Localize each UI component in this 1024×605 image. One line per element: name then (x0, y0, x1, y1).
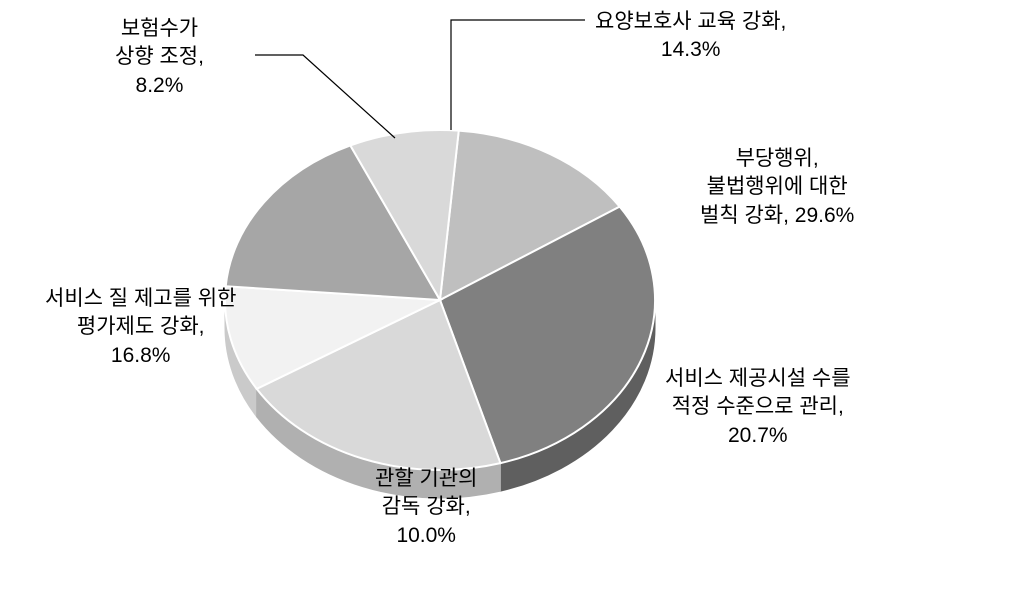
pie-slice-label: 서비스 질 제고를 위한 평가제도 강화, 16.8% (45, 285, 236, 370)
pie-slice-label: 관할 기관의 감독 강화, 10.0% (375, 465, 477, 550)
pie-slice-label: 서비스 제공시설 수를 적정 수준으로 관리, 20.7% (665, 365, 851, 450)
pie-slice-label: 요양보호사 교육 강화, 14.3% (595, 8, 786, 65)
pie-slice-label: 부당행위, 불법행위에 대한 벌칙 강화, 29.6% (700, 145, 854, 230)
pie-slice-label: 보험수가 상향 조정, 8.2% (115, 15, 204, 100)
pie-chart-3d: 요양보호사 교육 강화, 14.3% 부당행위, 불법행위에 대한 벌칙 강화, … (0, 0, 1024, 600)
